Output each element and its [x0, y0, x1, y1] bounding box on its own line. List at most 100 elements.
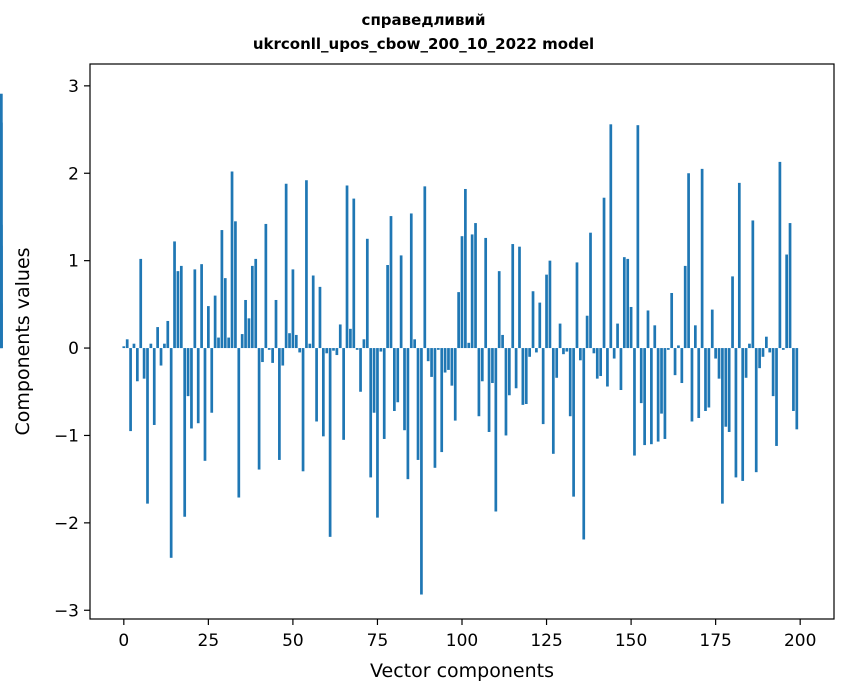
- bar: [244, 299, 247, 349]
- chart-subtitle: ukrconll_upos_cbow_200_10_2022 model: [252, 35, 595, 53]
- bar: [714, 348, 717, 359]
- bar: [562, 348, 565, 355]
- bar: [761, 348, 765, 357]
- bar: [420, 348, 423, 595]
- bar: [257, 348, 261, 470]
- bar: [406, 348, 410, 480]
- bar: [453, 348, 457, 421]
- bar: [250, 265, 254, 349]
- bar: [294, 334, 298, 349]
- bar: [660, 348, 663, 414]
- y-axis-ticks: 3 2 1 0 −1 −2 −3: [54, 77, 90, 621]
- bar: [149, 343, 153, 349]
- bar: [464, 188, 467, 349]
- bar: [125, 339, 129, 349]
- bar: [656, 348, 660, 442]
- bar: [264, 223, 268, 349]
- bar: [122, 346, 126, 349]
- bar: [497, 271, 501, 349]
- bar: [680, 348, 684, 384]
- bar: [261, 348, 264, 363]
- bar: [494, 348, 498, 512]
- bar: [166, 320, 170, 349]
- bar: [227, 337, 231, 349]
- bars-group: [0, 93, 799, 595]
- bar: [568, 348, 572, 417]
- bar: [514, 348, 518, 389]
- bar: [741, 348, 745, 481]
- bar: [518, 246, 521, 349]
- bar: [318, 286, 322, 349]
- x-tick-label: 50: [282, 631, 304, 651]
- bar: [602, 197, 606, 349]
- bar: [507, 348, 511, 396]
- bar: [771, 348, 775, 397]
- bar: [345, 185, 349, 349]
- bar: [572, 348, 575, 497]
- bar: [386, 265, 389, 349]
- y-tick-label: −2: [54, 514, 79, 534]
- bar: [700, 168, 704, 349]
- bar: [528, 348, 531, 357]
- bar: [606, 348, 609, 387]
- bar: [599, 348, 603, 377]
- y-tick-label: −1: [54, 426, 79, 446]
- bar: [677, 345, 680, 349]
- bar: [349, 328, 352, 349]
- x-tick-label: 150: [615, 631, 647, 651]
- bar: [146, 348, 149, 504]
- bar: [382, 348, 386, 439]
- bar: [690, 348, 694, 422]
- bar: [369, 348, 373, 478]
- x-tick-label: 175: [699, 631, 731, 651]
- bar: [342, 348, 345, 440]
- bar: [447, 348, 450, 370]
- bar: [223, 278, 227, 349]
- bar: [200, 264, 203, 349]
- chart-title: справедливий: [361, 11, 486, 29]
- bar: [274, 299, 278, 349]
- bar: [393, 348, 396, 411]
- bar: [173, 241, 176, 349]
- bar: [548, 260, 552, 349]
- bar: [633, 348, 636, 456]
- bar: [169, 348, 173, 558]
- bar: [687, 173, 690, 349]
- bar: [521, 348, 525, 405]
- bar: [538, 302, 542, 349]
- bar: [159, 348, 163, 366]
- bar: [291, 269, 295, 349]
- bar: [629, 306, 633, 349]
- bar: [213, 295, 217, 349]
- bar: [477, 348, 481, 417]
- bar: [460, 236, 464, 349]
- bar: [551, 348, 555, 454]
- bar: [0, 93, 3, 349]
- bar: [727, 348, 731, 432]
- bar: [267, 348, 271, 350]
- bar: [646, 310, 650, 349]
- y-tick-label: −3: [54, 601, 79, 621]
- bar: [379, 348, 383, 352]
- bar: [176, 271, 180, 349]
- bar: [670, 292, 674, 349]
- bar: [717, 348, 721, 379]
- bar: [403, 348, 406, 431]
- bar: [423, 186, 427, 349]
- bar: [666, 348, 670, 350]
- bar: [457, 292, 460, 349]
- bar: [301, 348, 305, 472]
- bar: [416, 348, 420, 460]
- bar: [609, 124, 613, 349]
- bar: [491, 348, 494, 384]
- bar: [0, 303, 3, 349]
- bar: [579, 348, 582, 361]
- bar: [470, 234, 474, 349]
- bar: [372, 348, 376, 413]
- bar: [440, 348, 444, 453]
- bar: [781, 348, 785, 350]
- bar: [186, 348, 190, 397]
- bar: [332, 348, 335, 351]
- bar: [616, 323, 619, 349]
- bar: [484, 237, 488, 349]
